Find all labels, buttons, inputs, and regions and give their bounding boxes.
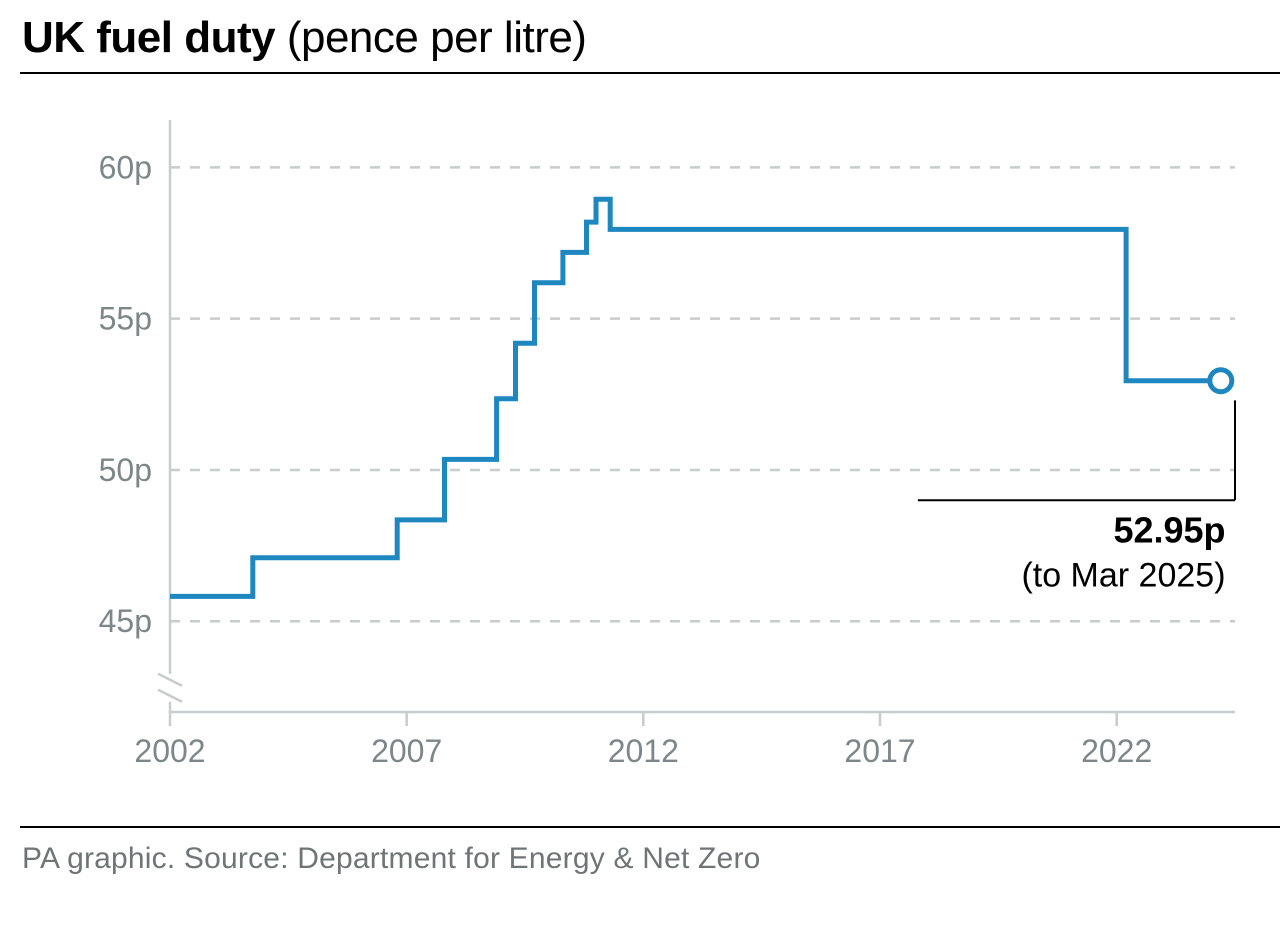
data-series-line [170,199,1221,596]
source-attribution: PA graphic. Source: Department for Energ… [22,842,761,876]
y-tick-label: 60p [99,149,152,185]
y-tick-label: 50p [99,452,152,488]
x-tick-label: 2017 [844,733,915,769]
y-tick-label: 55p [99,301,152,337]
chart-svg: 45p 50p 55p 60p 2002 2007 2012 2017 2022 52.95p (t… [20,92,1260,792]
axis-break-icon [158,674,182,702]
figure-container: UK fuel duty (pence per litre) 45p 50p 55p… [0,0,1280,928]
x-tick-label: 2012 [608,733,679,769]
callout-value: 52.95p [1113,510,1225,551]
y-tick-label: 45p [99,603,152,639]
end-point-marker [1210,370,1232,392]
callout-subtext: (to Mar 2025) [1021,556,1225,594]
x-tick-label: 2002 [134,733,205,769]
chart-title: UK fuel duty (pence per litre) [22,14,586,62]
title-rule [20,72,1280,74]
title-strong: UK fuel duty [22,13,275,62]
title-light: (pence per litre) [275,13,586,62]
x-tick-label: 2007 [371,733,442,769]
chart-area: 45p 50p 55p 60p 2002 2007 2012 2017 2022 52.95p (t… [20,92,1260,792]
footer-rule [20,826,1280,828]
x-tick-label: 2022 [1081,733,1152,769]
